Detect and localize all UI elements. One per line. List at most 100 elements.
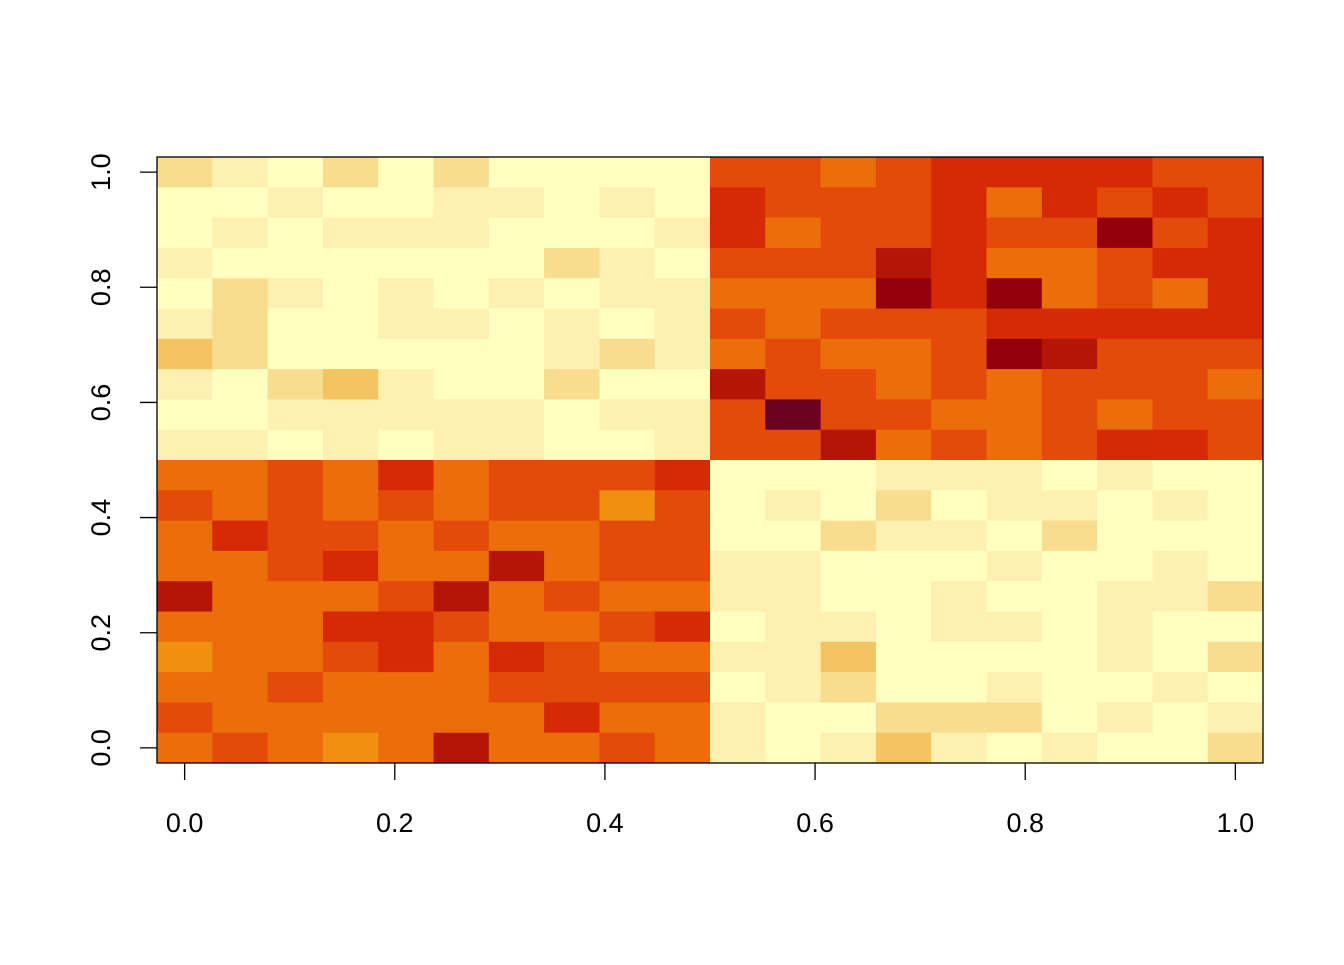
- heat-cell: [378, 520, 434, 552]
- heat-cell: [599, 399, 656, 431]
- heat-cell: [1097, 247, 1153, 279]
- heat-cell: [1207, 550, 1264, 582]
- heat-cell: [1041, 702, 1098, 734]
- heat-cell: [1207, 187, 1264, 219]
- heat-cell: [875, 429, 932, 461]
- heat-cell: [488, 187, 545, 219]
- heat-cell: [544, 338, 600, 370]
- heat-cell: [820, 308, 877, 340]
- heat-cell: [765, 247, 822, 279]
- heat-cell: [1207, 308, 1264, 340]
- heat-cell: [157, 429, 213, 461]
- heat-cell: [654, 187, 711, 219]
- heat-cell: [544, 641, 600, 673]
- heat-cell: [1097, 581, 1153, 612]
- heat-cell: [931, 187, 987, 219]
- heat-cell: [599, 278, 656, 309]
- heat-cell: [710, 278, 766, 309]
- heat-cell: [488, 369, 545, 400]
- heat-cell: [1152, 520, 1209, 552]
- heat-cell: [710, 369, 766, 400]
- heat-cell: [820, 611, 877, 643]
- heat-cell: [1152, 399, 1209, 431]
- heat-cell: [931, 157, 987, 188]
- heat-cell: [820, 460, 877, 491]
- heat-cell: [378, 550, 434, 582]
- heat-cell: [1041, 641, 1098, 673]
- heat-cell: [544, 308, 600, 340]
- heat-cell: [875, 581, 932, 612]
- heat-cell: [931, 520, 987, 552]
- x-tick-label: 1.0: [1217, 808, 1255, 838]
- heat-cell: [433, 460, 490, 491]
- heat-cell: [433, 217, 490, 249]
- heat-cell: [544, 157, 600, 188]
- heat-cell: [212, 247, 269, 279]
- heat-cell: [378, 672, 434, 703]
- heat-cell: [1097, 369, 1153, 400]
- y-tick-label: 0.0: [86, 729, 116, 767]
- heat-cell: [1207, 581, 1264, 612]
- heat-cell: [212, 308, 269, 340]
- heat-cell: [544, 702, 600, 734]
- heat-cell: [488, 490, 545, 522]
- heat-cell: [986, 581, 1043, 612]
- heat-cell: [710, 550, 766, 582]
- heat-cell: [820, 429, 877, 461]
- heat-cell: [544, 490, 600, 522]
- heat-cell: [931, 399, 987, 431]
- heat-cell: [1152, 672, 1209, 703]
- heat-cell: [212, 278, 269, 309]
- heat-cell: [820, 490, 877, 522]
- heat-cell: [931, 278, 987, 309]
- heat-cell: [710, 217, 766, 249]
- x-tick-label: 0.4: [586, 808, 624, 838]
- heat-cell: [710, 581, 766, 612]
- heat-cell: [1152, 157, 1209, 188]
- heat-cell: [986, 187, 1043, 219]
- heat-cell: [1041, 217, 1098, 249]
- heat-cell: [654, 611, 711, 643]
- heat-cell: [1152, 278, 1209, 309]
- heat-cell: [931, 338, 987, 370]
- heat-cell: [820, 338, 877, 370]
- heat-cell: [157, 369, 213, 400]
- heat-cell: [1097, 641, 1153, 673]
- heat-cell: [1152, 217, 1209, 249]
- heat-cell: [1207, 157, 1264, 188]
- heat-cell: [931, 490, 987, 522]
- heat-cell: [157, 217, 213, 249]
- heat-cell: [157, 581, 213, 612]
- heat-cell: [212, 641, 269, 673]
- heat-cell: [488, 550, 545, 582]
- heat-cell: [654, 338, 711, 370]
- heat-cell: [765, 369, 822, 400]
- heat-cell: [212, 429, 269, 461]
- x-tick-label: 0.8: [1006, 808, 1044, 838]
- heat-cell: [157, 672, 213, 703]
- heat-cell: [820, 157, 877, 188]
- heat-cell: [1041, 247, 1098, 279]
- heat-cell: [820, 641, 877, 673]
- heat-cell: [875, 460, 932, 491]
- heat-cell: [433, 308, 490, 340]
- heat-cell: [1152, 702, 1209, 734]
- heat-cell: [765, 217, 822, 249]
- heat-cell: [267, 308, 324, 340]
- heat-cell: [544, 187, 600, 219]
- heat-cell: [765, 460, 822, 491]
- heat-cell: [875, 399, 932, 431]
- heat-cell: [433, 399, 490, 431]
- heat-cell: [322, 157, 379, 188]
- heat-cell: [433, 157, 490, 188]
- heat-cell: [765, 157, 822, 188]
- heat-cell: [433, 702, 490, 734]
- heat-cell: [986, 611, 1043, 643]
- heat-cell: [875, 308, 932, 340]
- heat-cell: [765, 187, 822, 219]
- heat-cell: [322, 187, 379, 219]
- heat-cell: [267, 369, 324, 400]
- heat-cell: [710, 520, 766, 552]
- heat-cell: [1152, 490, 1209, 522]
- heat-cell: [820, 187, 877, 219]
